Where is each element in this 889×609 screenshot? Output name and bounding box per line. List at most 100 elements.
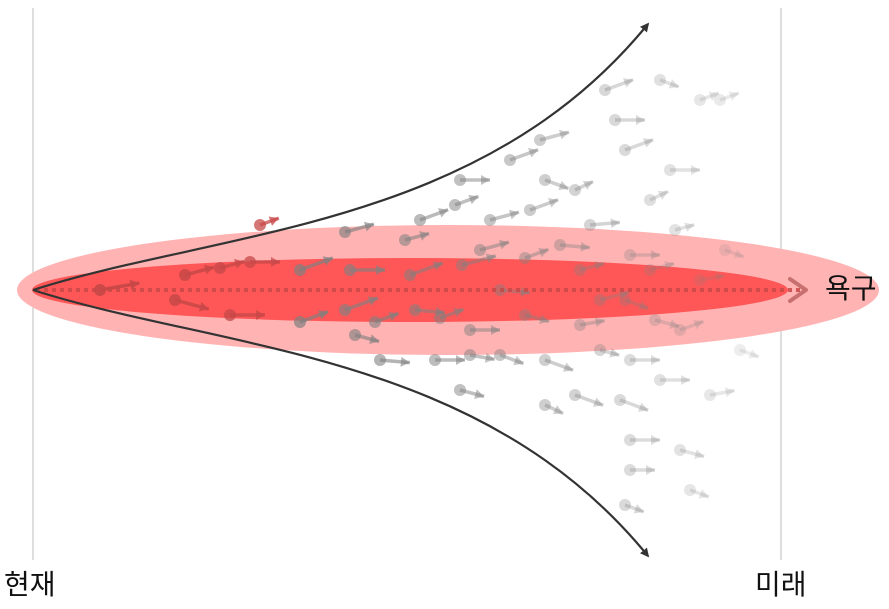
- particle-arrowhead: [708, 91, 719, 101]
- particle-arrowhead: [646, 465, 655, 475]
- particle-dot: [554, 239, 566, 251]
- particle-arrow: [544, 403, 564, 416]
- particle-arrow: [689, 488, 710, 499]
- particle-arrow: [579, 261, 605, 272]
- particle-dot: [624, 464, 636, 476]
- present-label: 현재: [4, 568, 56, 601]
- particle-dot: [519, 252, 531, 264]
- particle-arrowhead: [594, 261, 605, 271]
- particle-arrowhead: [651, 435, 660, 445]
- particle-arrowhead: [669, 319, 680, 329]
- particle-arrow: [599, 348, 620, 357]
- particle-dot: [649, 314, 661, 326]
- particle-arrowhead: [691, 165, 700, 175]
- particle-arrowhead: [388, 311, 399, 322]
- particle-arrow: [624, 503, 645, 514]
- particle-dot: [719, 244, 731, 256]
- particle-arrow: [479, 240, 510, 252]
- particle-arrowhead: [400, 356, 410, 367]
- particle-arrowhead: [728, 91, 739, 101]
- particle-dot: [674, 444, 686, 456]
- particle-dot: [504, 154, 516, 166]
- particle-arrowhead: [582, 180, 594, 190]
- particle-dot: [474, 244, 486, 256]
- desire-label: 욕구: [825, 272, 877, 305]
- particle-arrow: [589, 220, 621, 227]
- particle-dot: [539, 354, 551, 366]
- particle-arrowhead: [580, 241, 590, 252]
- particle-arrowhead: [203, 264, 214, 275]
- particle-arrowhead: [318, 310, 329, 320]
- particle-arrowhead: [432, 261, 443, 271]
- particle-dot: [664, 164, 676, 176]
- particle-arrowhead: [563, 362, 574, 372]
- particle-arrowhead: [198, 301, 209, 312]
- particle-arrowhead: [234, 259, 245, 269]
- particle-dot: [704, 389, 716, 401]
- particle-arrow: [709, 388, 735, 397]
- particle-arrow: [509, 148, 539, 162]
- particle-arrow: [624, 138, 654, 152]
- particle-arrowhead: [610, 218, 620, 229]
- particle-arrowhead: [651, 355, 660, 365]
- particle-dot: [619, 144, 631, 156]
- particle-arrowhead: [474, 389, 485, 399]
- particle-dot: [464, 349, 476, 361]
- particle-dot: [534, 134, 546, 146]
- particle-arrow: [739, 348, 760, 359]
- particle-arrow: [574, 179, 594, 192]
- particle-arrow: [544, 178, 570, 191]
- particle-arrowhead: [638, 402, 649, 412]
- particle-arrowhead: [481, 175, 490, 185]
- particle-arrow: [649, 189, 669, 202]
- particle-arrow: [659, 78, 680, 89]
- particle-arrowhead: [367, 296, 378, 306]
- particle-arrow: [624, 298, 650, 311]
- particle-arrowhead: [491, 325, 500, 335]
- particle-dot: [574, 264, 586, 276]
- particle-arrow: [524, 247, 550, 260]
- particle-arrow: [529, 198, 559, 212]
- particle-arrowhead: [322, 256, 333, 266]
- particle-dot: [599, 84, 611, 96]
- particle-dot: [609, 114, 621, 126]
- future-label: 미래: [755, 568, 807, 601]
- particle-dot: [574, 319, 586, 331]
- particle-arrowhead: [609, 348, 620, 358]
- particle-arrowhead: [623, 78, 634, 88]
- particle-dot: [619, 294, 631, 306]
- particle-arrow: [559, 243, 591, 250]
- particle-dot: [674, 324, 686, 336]
- particle-arrow: [724, 248, 745, 259]
- particle-arrowhead: [498, 239, 509, 250]
- particle-dot: [624, 249, 636, 261]
- particle-dot: [669, 224, 681, 236]
- particle-dot: [594, 344, 606, 356]
- particle-arrowhead: [643, 138, 654, 148]
- particle-arrowhead: [594, 317, 605, 328]
- particle-arrow: [649, 261, 675, 272]
- particle-arrowhead: [528, 148, 539, 158]
- particle-arrow: [604, 78, 634, 92]
- particle-arrowhead: [693, 319, 704, 330]
- particle-dot: [524, 204, 536, 216]
- particle-arrow: [499, 288, 531, 295]
- particle-arrowhead: [668, 79, 679, 89]
- particle-dot: [454, 174, 466, 186]
- particle-dot: [456, 259, 468, 271]
- particle-dot: [464, 324, 476, 336]
- particle-arrowhead: [724, 387, 735, 398]
- particle-arrow: [599, 290, 630, 302]
- particle-arrowhead: [468, 194, 479, 205]
- particle-dot: [539, 174, 551, 186]
- particle-arrowhead: [681, 375, 690, 385]
- particle-arrowhead: [684, 222, 695, 232]
- particle-arrow: [679, 448, 705, 459]
- particle-arrowhead: [539, 314, 550, 324]
- particle-arrowhead: [698, 489, 709, 499]
- particle-dot: [539, 399, 551, 411]
- particle-dot: [624, 354, 636, 366]
- particle-arrow: [574, 393, 604, 407]
- particle-arrowhead: [733, 249, 744, 259]
